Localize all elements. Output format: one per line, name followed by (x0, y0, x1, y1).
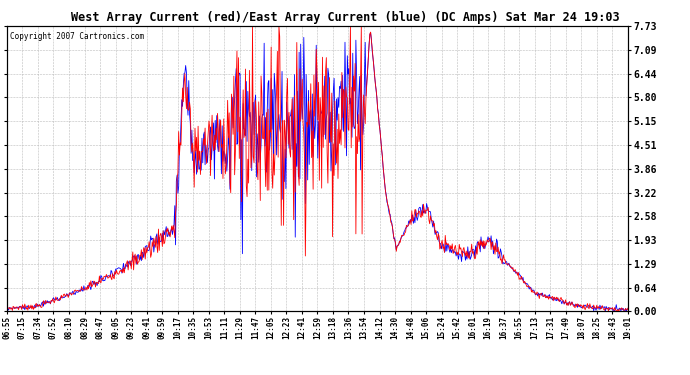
Text: West Array Current (red)/East Array Current (blue) (DC Amps) Sat Mar 24 19:03: West Array Current (red)/East Array Curr… (70, 11, 620, 24)
Text: Copyright 2007 Cartronics.com: Copyright 2007 Cartronics.com (10, 32, 144, 41)
